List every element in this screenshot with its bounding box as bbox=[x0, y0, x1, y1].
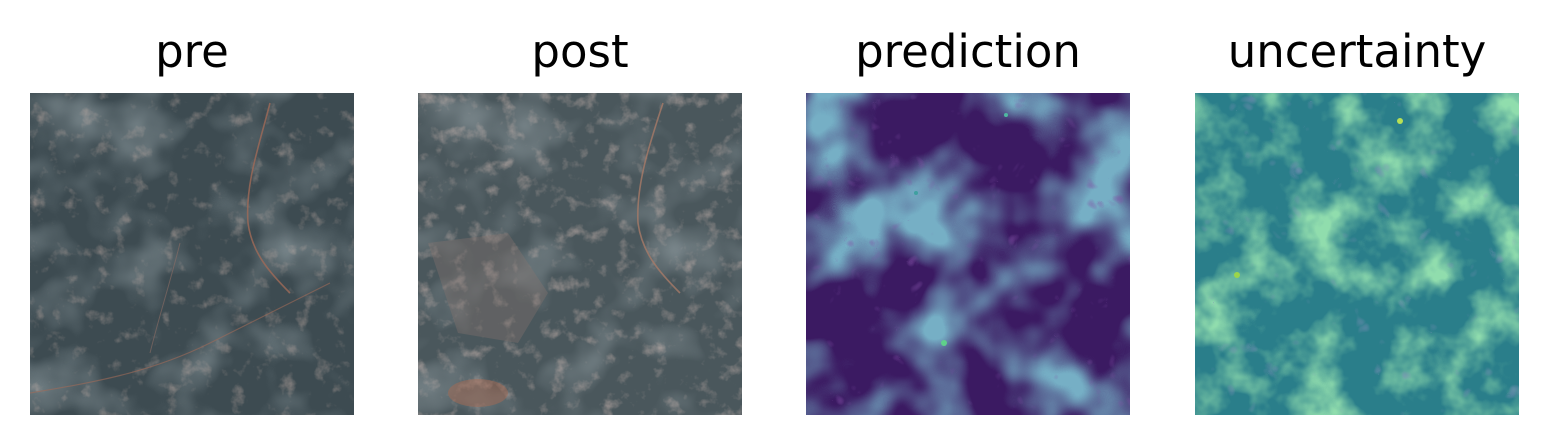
prediction-heatmap bbox=[806, 93, 1130, 415]
pre-satellite-image bbox=[30, 93, 354, 415]
post-satellite-image bbox=[418, 93, 742, 415]
panel-title-uncertainty: uncertainty bbox=[1227, 25, 1487, 78]
panel-pre: pre bbox=[30, 0, 354, 446]
panel-prediction: prediction bbox=[806, 0, 1130, 446]
panel-title-prediction: prediction bbox=[855, 25, 1081, 78]
panel-title-post: post bbox=[531, 25, 629, 78]
uncertainty-heatmap bbox=[1195, 93, 1519, 415]
panel-post: post bbox=[418, 0, 742, 446]
panel-uncertainty: uncertainty bbox=[1195, 0, 1519, 446]
panel-title-pre: pre bbox=[155, 25, 229, 78]
